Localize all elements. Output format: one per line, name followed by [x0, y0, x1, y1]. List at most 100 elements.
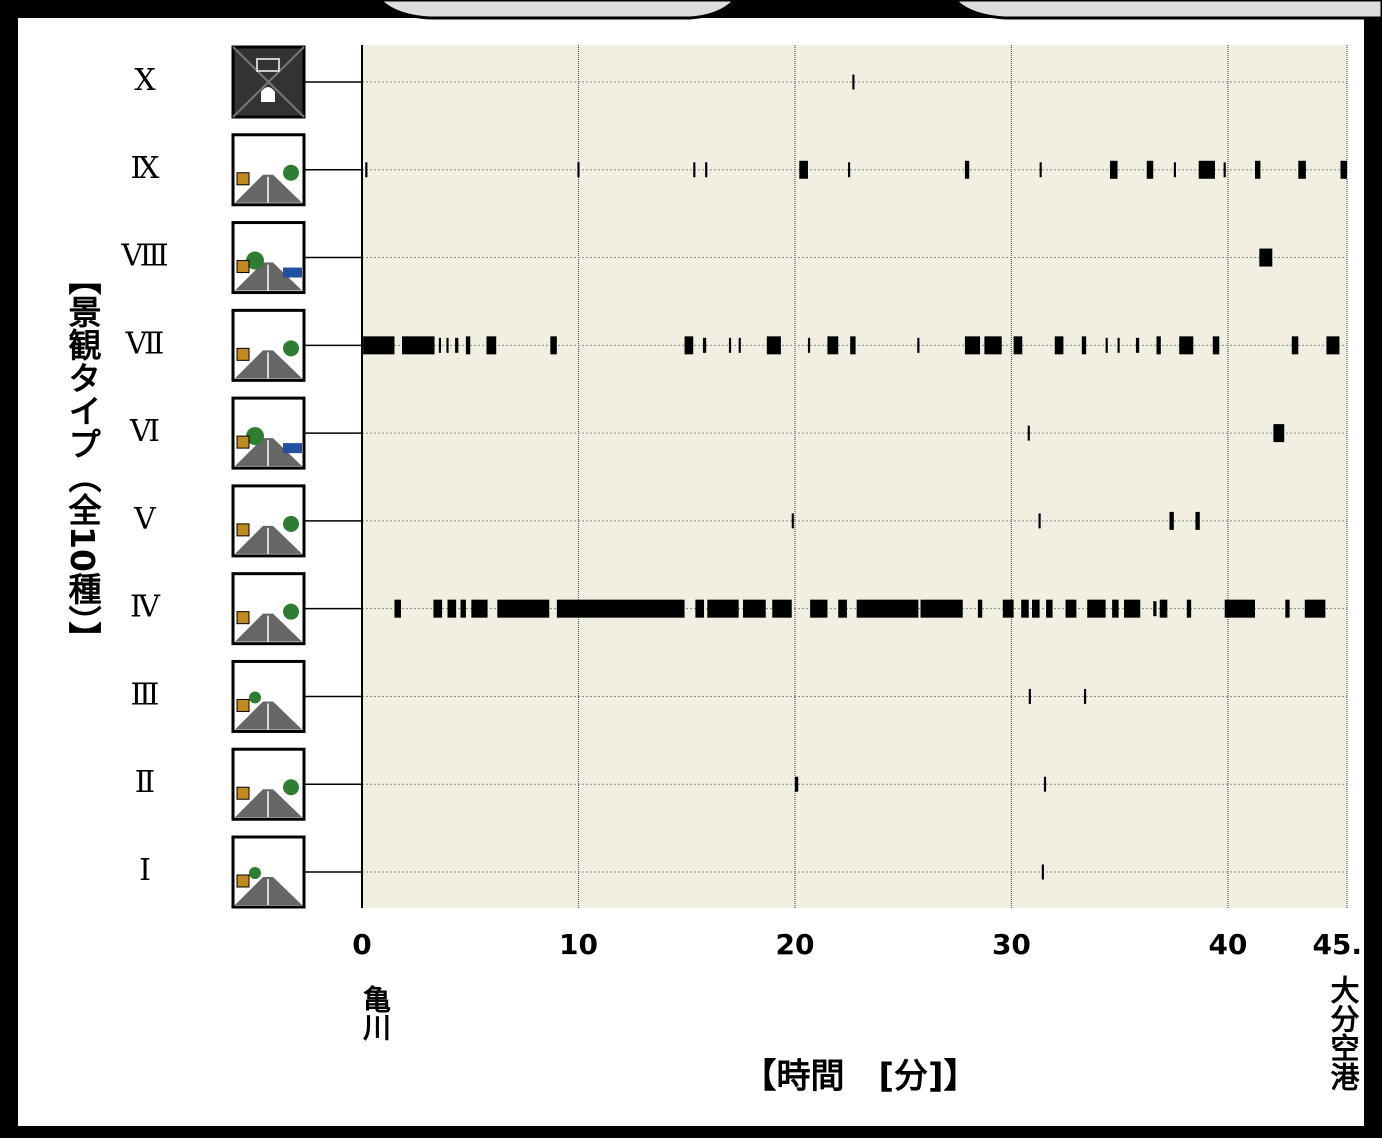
end-label: 大分空港	[1322, 975, 1364, 1091]
landscape-icon	[233, 398, 304, 468]
segment	[1298, 161, 1306, 179]
segment	[1292, 336, 1298, 354]
segment	[1199, 161, 1215, 179]
segment	[448, 600, 457, 618]
segment	[1106, 338, 1108, 353]
segment	[707, 600, 738, 618]
segment	[1014, 336, 1023, 354]
segment	[838, 600, 847, 618]
landscape-icon	[233, 223, 304, 293]
landscape-icon	[233, 574, 304, 644]
segment	[1169, 512, 1173, 530]
segment	[497, 600, 549, 618]
y-tick-label: Ⅹ	[134, 63, 156, 98]
segment	[1179, 336, 1193, 354]
landscape-icon	[233, 837, 304, 907]
segment	[1255, 161, 1260, 179]
segment	[1112, 600, 1118, 618]
landscape-icon	[233, 486, 304, 556]
icon-house	[237, 787, 249, 799]
icon-tree	[283, 165, 299, 181]
segment	[1029, 689, 1031, 704]
icon-house	[237, 699, 249, 711]
y-tick-label: Ⅲ	[131, 677, 160, 712]
x-tick-label: 45.5	[1312, 928, 1381, 961]
segment	[965, 336, 980, 354]
segment	[402, 336, 434, 354]
decoration	[955, 0, 1382, 18]
landscape-icon	[233, 661, 304, 731]
segment	[1147, 161, 1153, 179]
segment	[1046, 600, 1052, 618]
x-tick-label: 30	[992, 928, 1031, 961]
y-tick-label: Ⅳ	[130, 590, 161, 625]
y-axis-label: 【景観タイプ（全10種）】	[58, 262, 106, 654]
segment	[1044, 777, 1046, 792]
segment	[1040, 162, 1042, 177]
segment	[1326, 336, 1339, 354]
segment	[695, 600, 704, 618]
segment	[1084, 689, 1086, 704]
y-tick-label: Ⅵ	[129, 414, 160, 449]
icon-tree	[283, 779, 299, 795]
segment	[808, 338, 810, 353]
segment	[1213, 336, 1219, 354]
page: 01020304045.5ⅩⅨⅧⅦⅥⅤⅣⅢⅡⅠ 【時間 [分]】 【景観タイプ（…	[0, 0, 1382, 1138]
segment	[848, 162, 850, 177]
segment	[917, 338, 919, 353]
decoration	[380, 0, 735, 18]
icon-house	[237, 612, 249, 624]
y-tick-label: Ⅰ	[139, 853, 151, 888]
segment	[921, 600, 963, 618]
segment	[1341, 161, 1347, 179]
segment	[471, 600, 487, 618]
y-tick-label: Ⅷ	[120, 239, 168, 274]
chart: 01020304045.5ⅩⅨⅧⅦⅥⅤⅣⅢⅡⅠ 【時間 [分]】	[0, 0, 1382, 1138]
x-tick-label: 10	[559, 928, 598, 961]
segment	[1153, 601, 1156, 616]
segment	[363, 336, 394, 354]
segment	[461, 600, 466, 618]
x-tick-label: 0	[352, 928, 371, 961]
segment	[1136, 338, 1139, 353]
segment	[685, 336, 694, 354]
segment	[433, 600, 442, 618]
x-tick-label: 20	[775, 928, 814, 961]
start-label: 亀川	[355, 985, 395, 1041]
y-tick-label: Ⅴ	[133, 502, 157, 537]
segment	[550, 336, 556, 354]
segment	[1156, 336, 1160, 354]
icon-house	[237, 875, 249, 887]
segment	[1003, 600, 1014, 618]
landscape-icon	[233, 47, 304, 117]
segment	[1066, 600, 1077, 618]
x-tick-label: 40	[1208, 928, 1247, 961]
segment	[1305, 600, 1326, 618]
segment	[772, 600, 791, 618]
segment	[394, 600, 400, 618]
segment	[1118, 338, 1120, 353]
y-tick-label: Ⅱ	[135, 765, 155, 800]
segment	[978, 600, 982, 618]
segment	[1195, 512, 1199, 530]
segment	[693, 162, 695, 177]
segment	[1174, 162, 1176, 177]
segment	[1124, 600, 1140, 618]
segment	[446, 338, 448, 353]
segment	[850, 336, 855, 354]
segment	[705, 162, 707, 177]
segment	[810, 600, 827, 618]
segment	[984, 336, 1001, 354]
segment	[1259, 249, 1272, 267]
segment	[1082, 336, 1086, 354]
segment	[1039, 513, 1041, 528]
icon-tree	[283, 340, 299, 356]
segment	[767, 336, 781, 354]
icon-house	[237, 524, 249, 536]
segment	[1055, 336, 1064, 354]
icon-house	[237, 173, 249, 185]
segment	[1021, 600, 1029, 618]
icon-house	[237, 261, 249, 273]
segment	[795, 777, 798, 792]
segment	[1032, 600, 1040, 618]
